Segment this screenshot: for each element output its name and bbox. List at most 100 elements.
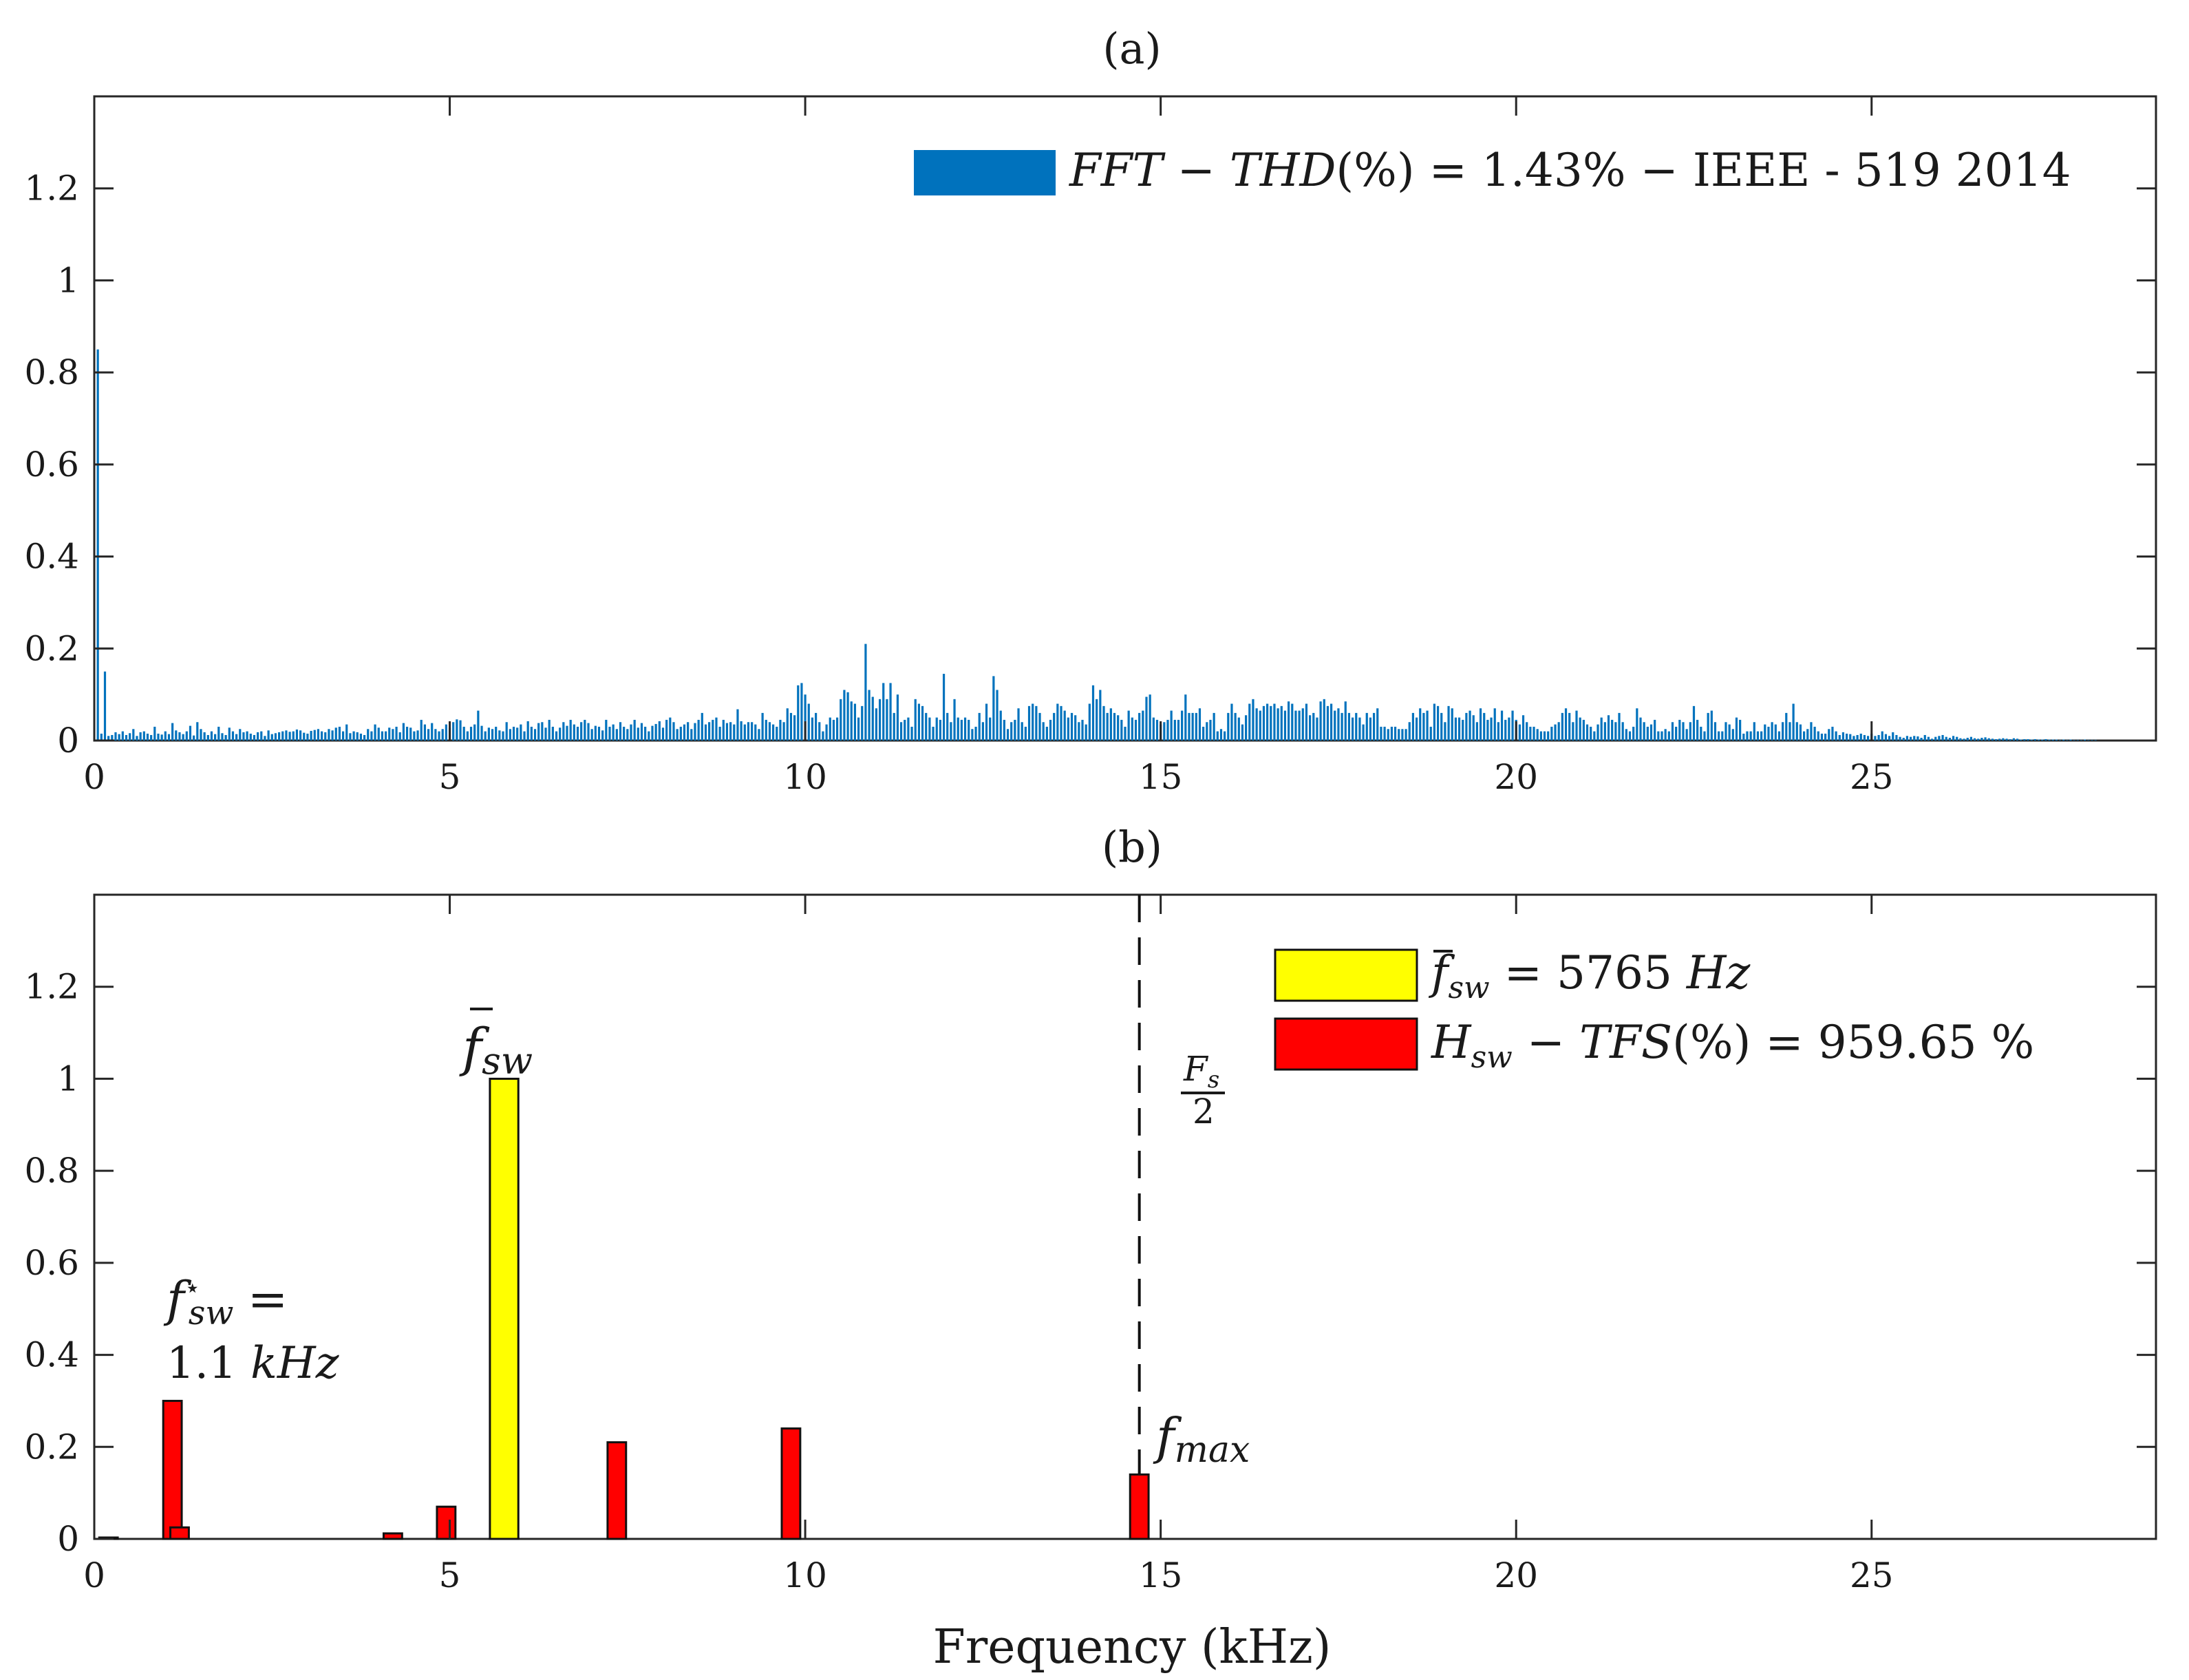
- spectrum-bar: [1764, 724, 1766, 741]
- x-tick-label: 5: [439, 1555, 461, 1595]
- panel-b-legend: fsw = 5765 Hz Hsw − TFS(%) = 959.65 %: [1274, 946, 2034, 1075]
- spectrum-bar: [729, 722, 732, 741]
- annotation-fstar-line2: 1.1 kHz: [167, 1338, 340, 1389]
- spectrum-bar: [1035, 705, 1038, 741]
- spectrum-bar: [1045, 726, 1048, 741]
- spectrum-bar: [871, 697, 874, 741]
- spectrum-bar: [1696, 719, 1699, 741]
- spectrum-bar: [224, 734, 227, 741]
- x-axis-label: Frequency (kHz): [933, 1620, 1332, 1674]
- spectrum-bar: [932, 726, 935, 741]
- spectrum-bar: [946, 712, 949, 741]
- spectrum-bar: [1575, 710, 1578, 741]
- spectrum-bar: [626, 729, 629, 741]
- spectrum-bar: [420, 719, 423, 741]
- spectrum-bar: [1387, 729, 1389, 741]
- spectrum-bar: [1746, 731, 1749, 741]
- spectrum-bar: [392, 729, 394, 741]
- spectrum-bar: [1987, 738, 1990, 741]
- spectrum-bar: [804, 694, 807, 741]
- spectrum-bar: [822, 731, 824, 741]
- spectrum-bar: [743, 724, 746, 741]
- spectrum-bar: [1526, 722, 1528, 741]
- spectrum-bar: [1724, 722, 1727, 741]
- spectrum-bar: [1270, 705, 1272, 741]
- spectrum-bar: [615, 729, 618, 741]
- spectrum-bar: [388, 727, 391, 741]
- spectrum-bar: [1206, 722, 1208, 741]
- spectrum-bar: [1550, 726, 1553, 741]
- spectrum-bar: [2016, 738, 2019, 741]
- spectrum-bar: [612, 724, 615, 741]
- spectrum-bar: [605, 719, 608, 741]
- spectrum-bar: [2020, 739, 2022, 741]
- spectrum-bar: [320, 731, 323, 741]
- spectrum-bar: [1585, 724, 1589, 741]
- spectrum-bar: [1863, 734, 1866, 741]
- spectrum-bar: [1099, 690, 1102, 741]
- spectrum-bar: [1984, 737, 1987, 741]
- spectrum-bar: [1166, 719, 1169, 741]
- spectrum-bar: [1643, 722, 1645, 741]
- spectrum-bar: [1521, 715, 1525, 741]
- spectrum-bar: [974, 726, 977, 741]
- spectrum-bar: [1195, 712, 1197, 741]
- spectrum-bar: [584, 719, 586, 741]
- y-tick-label: 1.2: [24, 169, 79, 209]
- spectrum-bar: [206, 734, 209, 741]
- spectrum-bar: [654, 723, 657, 741]
- spectrum-bar: [953, 699, 956, 741]
- spectrum-bar: [1230, 703, 1233, 741]
- spectrum-bar: [1248, 703, 1251, 741]
- spectrum-bar: [590, 729, 593, 741]
- x-tick-label: 20: [1494, 1555, 1538, 1595]
- spectrum-bar: [1038, 712, 1041, 741]
- spectrum-bar: [1259, 710, 1261, 741]
- spectrum-bar: [1628, 731, 1632, 741]
- spectrum-bar: [157, 733, 160, 741]
- spectrum-bar: [1909, 736, 1912, 741]
- spectrum-bar: [1334, 710, 1336, 741]
- spectrum-bar: [1117, 715, 1120, 741]
- spectrum-bar: [541, 722, 544, 741]
- spectrum-bar: [825, 724, 828, 741]
- spectrum-bar: [1405, 729, 1407, 741]
- spectrum-bar: [548, 719, 551, 741]
- spectrum-bar: [1383, 726, 1386, 741]
- spectrum-bar: [1323, 699, 1325, 741]
- spectrum-bar: [765, 719, 767, 741]
- spectrum-bar: [1657, 731, 1660, 741]
- spectrum-bar: [1895, 734, 1898, 741]
- panel-a-title: (a): [1102, 23, 1161, 74]
- spectrum-bar: [310, 730, 312, 741]
- spectrum-bar: [537, 723, 540, 741]
- spectrum-bar: [1771, 722, 1773, 741]
- spectrum-bar: [1053, 712, 1056, 741]
- spectrum-bar: [551, 726, 554, 741]
- spectrum-bar: [249, 733, 252, 741]
- panel-b-title: (b): [1102, 822, 1162, 872]
- spectrum-bar: [1085, 724, 1087, 741]
- harmonic-bar: [169, 1526, 190, 1540]
- spectrum-bar: [1948, 737, 1951, 741]
- spectrum-bar: [1959, 738, 1962, 741]
- y-tick-label: 0.6: [24, 445, 79, 485]
- spectrum-bar: [431, 723, 434, 741]
- spectrum-bar: [840, 699, 842, 741]
- spectrum-bar: [1504, 719, 1507, 741]
- spectrum-bar: [466, 731, 469, 741]
- spectrum-bar: [1063, 710, 1066, 741]
- spectrum-bar: [683, 724, 686, 741]
- spectrum-bar: [121, 731, 124, 741]
- spectrum-bar: [740, 721, 743, 741]
- panel-b-bars: [98, 1077, 1150, 1540]
- spectrum-bar: [882, 683, 885, 741]
- spectrum-bar: [1710, 710, 1713, 741]
- spectrum-bar: [1237, 717, 1240, 741]
- spectrum-bar: [1661, 731, 1663, 741]
- spectrum-bar: [1735, 717, 1738, 741]
- spectrum-bar: [850, 701, 853, 741]
- spectrum-bar: [114, 732, 117, 741]
- spectrum-bar: [295, 729, 299, 741]
